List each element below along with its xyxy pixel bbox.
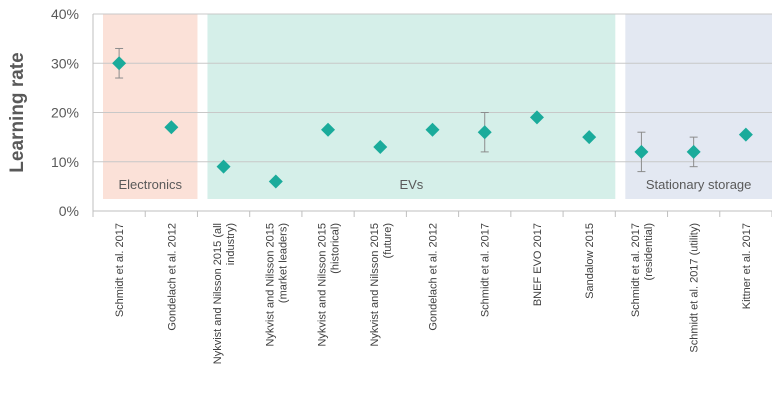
y-tick-label-0: 0%: [59, 203, 79, 219]
region-2-label: Stationary storage: [646, 177, 752, 192]
data-point-10: [634, 144, 649, 159]
category-label-4-line-0: Nykvist and Nilsson 2015: [317, 223, 329, 347]
category-label-3-line-1: (market leaders): [277, 223, 289, 303]
region-2-background: [625, 14, 772, 199]
data-point-3: [268, 174, 283, 189]
category-label-5-line-1: (future): [382, 223, 394, 258]
y-tick-label-2: 20%: [51, 105, 79, 121]
data-point-9: [582, 130, 597, 145]
category-label-10-line-1: (residential): [643, 223, 655, 280]
category-label-2-line-0: Nykvist and Nilsson 2015 (all: [212, 223, 224, 364]
category-label-11-line-0: Schmidt et al. 2017 (utility): [689, 223, 701, 353]
data-point-8: [529, 110, 544, 125]
region-0-background: [103, 14, 198, 199]
region-1-background: [207, 14, 616, 199]
data-point-12: [738, 127, 753, 142]
category-label-5-line-0: Nykvist and Nilsson 2015: [369, 223, 381, 347]
category-label-3-line-0: Nykvist and Nilsson 2015: [264, 223, 276, 347]
data-point-4: [321, 122, 336, 137]
category-label-1-line-0: Gondelach et al. 2012: [166, 223, 178, 331]
regions-layer: [103, 14, 772, 199]
region-0-label: Electronics: [118, 177, 182, 192]
category-label-6-line-0: Gondelach et al. 2012: [428, 223, 440, 331]
y-axis-title: Learning rate: [7, 52, 28, 172]
labels-layer: Electronics EVs Stationary storage 0% 10% 20%…: [7, 6, 753, 364]
category-label-12-line-0: Kittner et al. 2017: [741, 223, 753, 309]
y-tick-label-4: 40%: [51, 6, 79, 22]
y-tick-label-1: 10%: [51, 154, 79, 170]
data-point-6: [425, 122, 440, 137]
data-point-5: [373, 139, 388, 154]
data-point-11: [686, 144, 701, 159]
category-label-2-line-1: industry): [225, 223, 237, 265]
points-layer: [112, 56, 753, 189]
category-label-7-line-0: Schmidt et al. 2017: [480, 223, 492, 317]
data-point-1: [164, 120, 179, 135]
category-label-8-line-0: BNEF EVO 2017: [532, 223, 544, 306]
y-tick-label-3: 30%: [51, 55, 79, 71]
category-label-10-line-0: Schmidt et al. 2017: [630, 223, 642, 317]
category-label-4-line-1: (historical): [330, 223, 342, 274]
grid-layer: [92, 13, 772, 217]
data-point-2: [216, 159, 231, 174]
category-label-9-line-0: Sandalow 2015: [584, 223, 596, 299]
category-label-0-line-0: Schmidt et al. 2017: [114, 223, 126, 317]
data-point-0: [112, 56, 127, 71]
region-1-label: EVs: [399, 177, 423, 192]
data-point-7: [477, 125, 492, 140]
